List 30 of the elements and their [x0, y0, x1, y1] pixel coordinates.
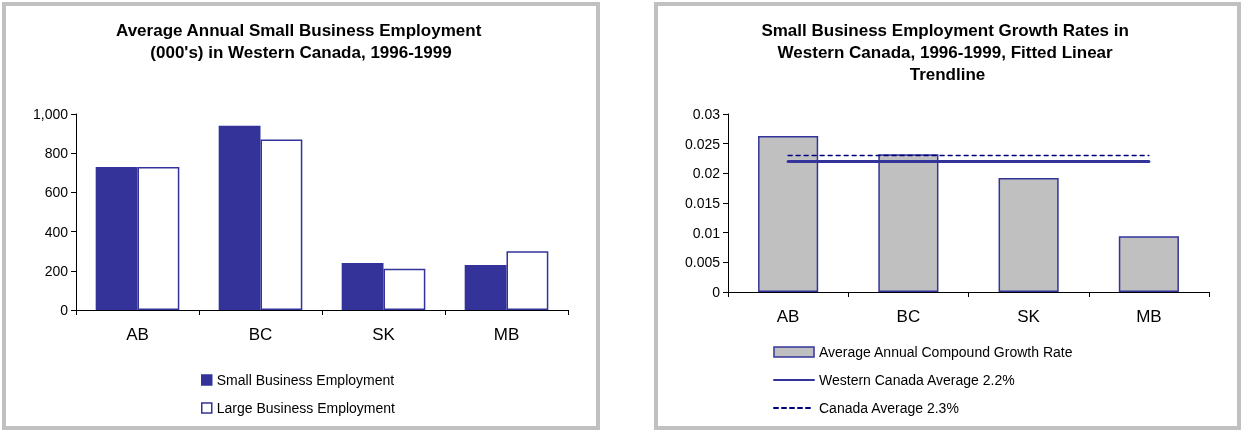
- x-tick-label: MB: [1136, 307, 1162, 326]
- legend-label: Canada Average 2.3%: [819, 400, 959, 416]
- y-tick-label: 1,000: [32, 106, 69, 122]
- y-tick-label: 800: [44, 145, 69, 162]
- y-tick-label: 0.03: [692, 106, 721, 122]
- legend-label: Large Business Employment: [216, 400, 396, 416]
- y-tick-label: 0: [60, 302, 69, 318]
- y-tick-label: 0.02: [692, 165, 721, 182]
- x-tick-label: BC: [248, 325, 273, 344]
- x-tick-label: BC: [896, 307, 921, 326]
- bar: [1118, 236, 1179, 292]
- y-tick-label: 0.015: [684, 195, 721, 211]
- legend-label: Western Canada Average 2.2%: [819, 372, 1015, 388]
- chart-title: Average Annual Small Business Employment (000's) in Western Canada, 1996-1999: [115, 20, 487, 62]
- y-tick-label: 400: [44, 223, 69, 240]
- x-tick-label: SK: [372, 325, 396, 344]
- y-tick-label: 0.005: [684, 254, 721, 271]
- y-tick-label: 600: [44, 184, 69, 201]
- legend-label: Average Annual Compound Growth Rate: [819, 344, 1073, 360]
- y-tick-label: 0: [712, 284, 721, 300]
- legend-label: Small Business Employment: [216, 372, 395, 388]
- x-tick-label: MB: [493, 325, 520, 344]
- x-tick-label: AB: [776, 307, 800, 326]
- y-tick-label: 200: [44, 262, 69, 279]
- x-tick-label: SK: [1017, 307, 1041, 326]
- bar: [998, 178, 1059, 292]
- y-tick-label: 0.01: [692, 224, 721, 241]
- chart-title: Small Business Employment Growth Rates in Western Canada, 1996-1999, Fitted Linear Trendline: [761, 20, 1134, 84]
- y-tick-label: 0.025: [684, 135, 721, 152]
- x-tick-label: AB: [126, 325, 149, 344]
